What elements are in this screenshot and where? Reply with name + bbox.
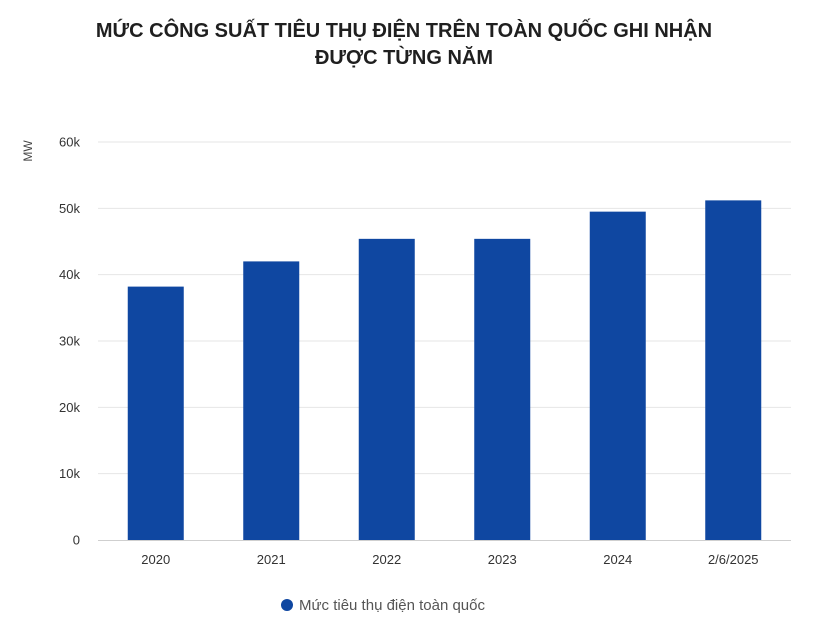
bars [127, 200, 762, 540]
x-tick-label: 2/6/2025 [708, 552, 759, 567]
y-tick-label: 60k [59, 135, 80, 150]
legend-label: Mức tiêu thụ điện toàn quốc [299, 597, 485, 614]
chart-title-line-2: ĐƯỢC TỪNG NĂM [315, 45, 493, 69]
y-tick-label: 50k [59, 201, 80, 216]
y-axis-title: MW [21, 140, 35, 162]
x-axis-ticks: 2020 2021 2022 2023 2024 2/6/2025 [141, 552, 758, 567]
legend-item-consumption[interactable]: Mức tiêu thụ điện toàn quốc [281, 597, 485, 614]
y-axis-ticks: 0 10k 20k 30k 40k 50k 60k [59, 135, 80, 548]
x-tick-label: 2023 [488, 552, 517, 567]
bar[interactable] [243, 261, 300, 540]
bar[interactable] [705, 200, 762, 540]
chart-title: MỨC CÔNG SUẤT TIÊU THỤ ĐIỆN TRÊN TOÀN QU… [96, 18, 712, 69]
chart-title-line-1: MỨC CÔNG SUẤT TIÊU THỤ ĐIỆN TRÊN TOÀN QU… [96, 18, 712, 42]
x-tick-label: 2024 [603, 552, 632, 567]
y-tick-label: 20k [59, 400, 80, 415]
bar[interactable] [127, 286, 184, 540]
legend-marker [281, 599, 293, 611]
gridlines [98, 141, 791, 475]
bar[interactable] [474, 238, 531, 540]
x-tick-label: 2021 [257, 552, 286, 567]
x-tick-label: 2020 [141, 552, 170, 567]
y-tick-label: 10k [59, 466, 80, 481]
bar[interactable] [358, 238, 415, 540]
y-tick-label: 30k [59, 334, 80, 349]
x-tick-label: 2022 [372, 552, 401, 567]
y-tick-label: 0 [73, 533, 80, 548]
bar[interactable] [589, 211, 646, 540]
y-tick-label: 40k [59, 267, 80, 282]
